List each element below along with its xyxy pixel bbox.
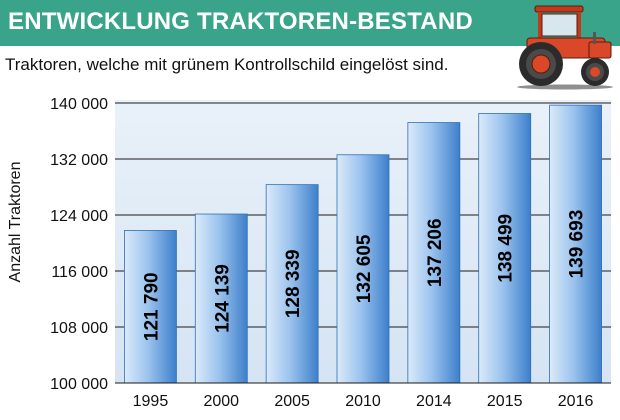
y-tick-label: 140 000 bbox=[50, 96, 108, 113]
bar bbox=[194, 213, 248, 384]
y-axis-ticks: 100 000 108 000 116 000 124 000 132 000 140 0… bbox=[50, 96, 108, 393]
y-tick-label: 124 000 bbox=[50, 208, 108, 225]
x-axis-ticks: 1995 2000 2005 2010 2014 2015 2016 bbox=[133, 393, 594, 410]
x-tick-label: 2005 bbox=[274, 393, 310, 410]
data-label: 138 499 bbox=[496, 214, 517, 283]
data-label: 128 339 bbox=[283, 249, 304, 318]
bar bbox=[336, 154, 390, 384]
y-axis-label: Anzahl Traktoren bbox=[7, 162, 24, 283]
data-label: 137 206 bbox=[425, 218, 446, 287]
x-tick-label: 1995 bbox=[133, 393, 169, 410]
data-label: 139 693 bbox=[567, 210, 588, 279]
data-label: 124 139 bbox=[212, 264, 233, 333]
data-label: 121 790 bbox=[141, 272, 162, 341]
bar bbox=[549, 104, 602, 384]
x-tick-label: 2010 bbox=[345, 393, 381, 410]
bar bbox=[407, 122, 461, 384]
y-tick-label: 132 000 bbox=[50, 152, 108, 169]
x-tick-label: 2015 bbox=[487, 393, 523, 410]
bar bbox=[478, 113, 532, 384]
tractor-icon bbox=[517, 5, 613, 90]
x-tick-label: 2016 bbox=[558, 393, 594, 410]
chart-subtitle: Traktoren, welche mit grünem Kontrollsch… bbox=[5, 55, 449, 74]
x-tick-label: 2000 bbox=[203, 393, 239, 410]
bar bbox=[124, 230, 177, 384]
y-tick-label: 116 000 bbox=[51, 264, 108, 281]
data-labels: 121 790 124 139 128 339 132 605 137 206 138 4… bbox=[141, 210, 587, 341]
y-tick-label: 100 000 bbox=[50, 376, 108, 393]
bars bbox=[124, 104, 602, 384]
x-tick-label: 2014 bbox=[416, 393, 452, 410]
title-bar: ENTWICKLUNG TRAKTOREN-BESTAND bbox=[0, 0, 620, 46]
y-tick-label: 108 000 bbox=[50, 320, 108, 337]
bar bbox=[265, 184, 319, 384]
chart-title: ENTWICKLUNG TRAKTOREN-BESTAND bbox=[8, 8, 473, 35]
data-label: 132 605 bbox=[354, 234, 375, 303]
